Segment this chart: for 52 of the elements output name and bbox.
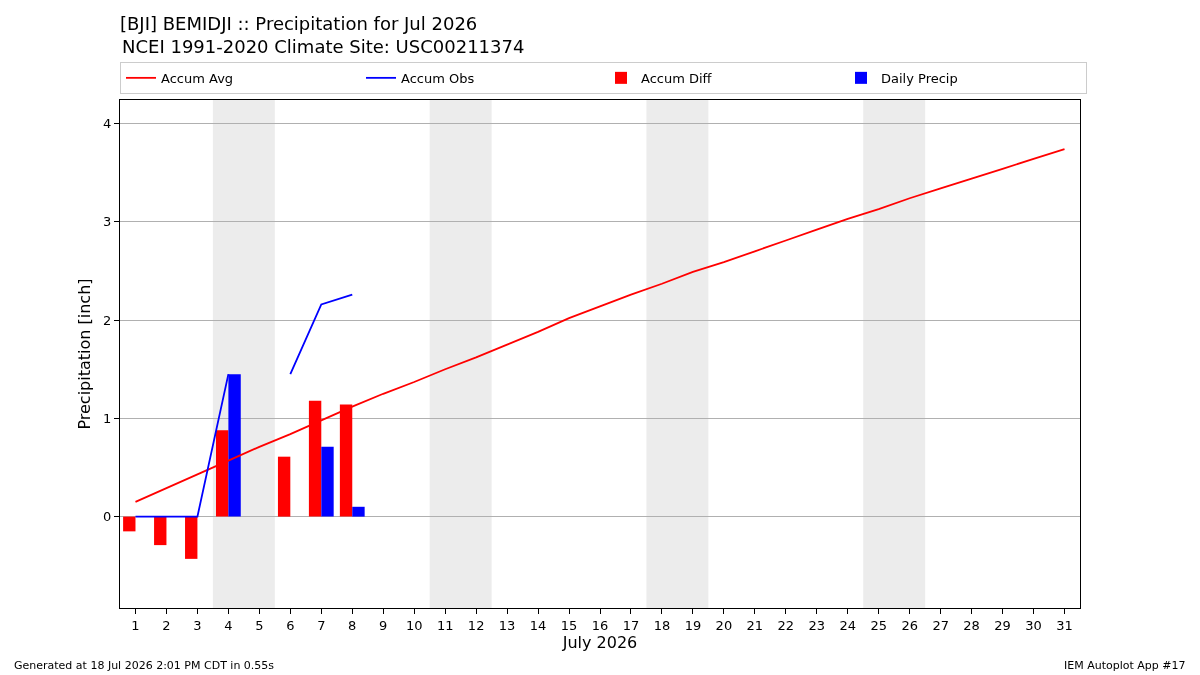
- x-tick-label: 19: [684, 617, 702, 633]
- x-tick-label: 10: [405, 617, 423, 633]
- x-tick-label: 20: [715, 617, 733, 633]
- bar: [185, 516, 198, 559]
- y-axis-title: Precipitation [inch]: [75, 278, 95, 430]
- y-tick-label: 3: [103, 214, 112, 230]
- bar: [277, 456, 291, 517]
- x-tick-label: 31: [1056, 617, 1073, 633]
- x-tick-label: 9: [379, 617, 388, 633]
- legend-label: Accum Obs: [401, 70, 475, 86]
- x-tick-label: 26: [901, 617, 918, 633]
- text: IEM Autoplot App #17: [1064, 659, 1186, 672]
- x-tick-label: 18: [653, 617, 671, 633]
- bar: [321, 446, 334, 517]
- y-tick-label: 1: [103, 410, 112, 426]
- x-tick-label: 11: [436, 617, 454, 633]
- x-tick-label: 3: [193, 617, 202, 633]
- chart-subtitle: NCEI 1991-2020 Climate Site: USC00211374: [122, 36, 525, 57]
- x-tick-label: 16: [591, 617, 609, 633]
- x-tick-label: 14: [529, 617, 547, 633]
- x-tick-label: 12: [467, 617, 485, 633]
- x-tick-label: 22: [777, 617, 795, 633]
- y-tick-label: 2: [103, 312, 112, 328]
- bar: [352, 506, 365, 517]
- x-tick-label: 2: [162, 617, 171, 633]
- x-tick-label: 23: [808, 617, 826, 633]
- bar: [154, 516, 167, 546]
- x-tick-label: 24: [839, 617, 857, 633]
- y-tick-label: 4: [103, 116, 112, 132]
- x-tick-label: 4: [224, 617, 233, 633]
- y-tick-label: 0: [103, 509, 112, 525]
- x-tick-label: 8: [348, 617, 357, 633]
- x-tick-label: 25: [870, 617, 887, 633]
- x-tick-label: 6: [286, 617, 295, 633]
- x-tick-label: 13: [498, 617, 516, 633]
- x-tick-label: 29: [994, 617, 1011, 633]
- text: Generated at 18 Jul 2026 2:01 PM CDT in 0.55s: [14, 659, 275, 672]
- legend-label: Daily Precip: [881, 70, 958, 86]
- x-axis-title: July 2026: [561, 632, 638, 652]
- legend-label: Accum Diff: [641, 70, 713, 86]
- chart-title: [BJI] BEMIDJI :: Precipitation for Jul 2026: [120, 13, 478, 35]
- bar: [123, 516, 136, 532]
- x-tick-label: 28: [963, 617, 980, 633]
- x-tick-label: 15: [560, 617, 578, 633]
- legend-label: Accum Avg: [161, 70, 234, 86]
- x-tick-label: 30: [1025, 617, 1042, 633]
- x-tick-label: 17: [622, 617, 640, 633]
- x-tick-label: 21: [746, 617, 764, 633]
- x-tick-label: 1: [131, 617, 140, 633]
- x-tick-label: 7: [317, 617, 326, 633]
- x-tick-label: 27: [932, 617, 949, 633]
- x-tick-label: 5: [255, 617, 264, 633]
